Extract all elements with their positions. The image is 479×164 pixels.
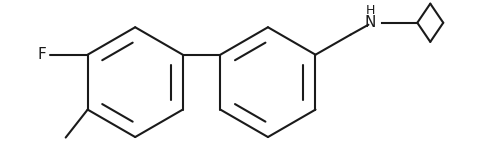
Text: N: N xyxy=(365,15,376,30)
Text: F: F xyxy=(38,47,47,62)
Text: H: H xyxy=(365,4,375,17)
